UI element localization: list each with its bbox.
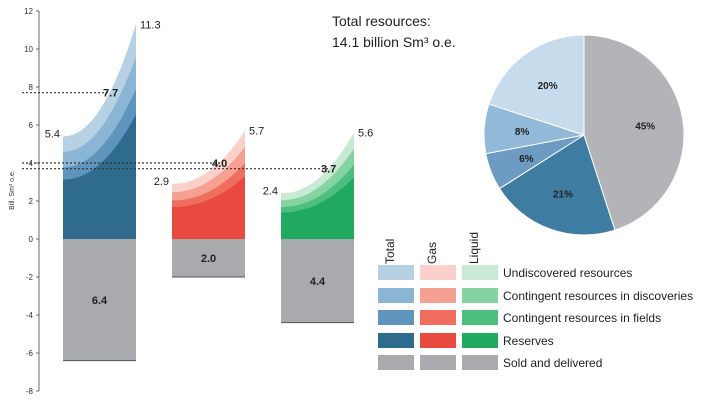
- pie-slice-label: 45%: [635, 121, 655, 132]
- reference-value-label: 3.7: [321, 164, 336, 176]
- sold-bar-liquid: [281, 239, 354, 323]
- start-value-label: 2.9: [154, 176, 169, 188]
- end-value-label: 11.3: [140, 19, 161, 31]
- y-tick-label: 10: [24, 45, 33, 54]
- sold-value-label: 4.4: [310, 276, 326, 288]
- legend-swatch: [378, 355, 414, 370]
- y-tick-label: -2: [26, 273, 34, 282]
- legend-swatch: [462, 265, 498, 280]
- pie-slice-label: 20%: [538, 81, 558, 92]
- area-layer-total-0: [63, 114, 136, 239]
- pie-slice: [488, 34, 585, 136]
- legend-label: Undiscovered resources: [503, 266, 632, 280]
- start-value-label: 2.4: [263, 185, 278, 197]
- sold-bar-gas: [172, 239, 245, 277]
- legend-swatch: [462, 333, 498, 348]
- pie-slice: [498, 134, 616, 236]
- pie-title-line2: 14.1 billion Sm³ o.e.: [332, 34, 456, 50]
- y-tick-label: 0: [29, 235, 34, 244]
- legend-swatch: [462, 310, 498, 325]
- area-layer-liquid-0: [281, 177, 354, 239]
- legend-label: Contingent resources in discoveries: [503, 289, 693, 303]
- legend-swatch: [420, 265, 456, 280]
- end-value-label: 5.7: [249, 126, 264, 138]
- sold-value-label: 2.0: [201, 253, 216, 265]
- start-value-label: 5.4: [45, 128, 60, 140]
- y-axis-label: Bill. Sm³ o.e.: [9, 170, 16, 210]
- pie-slice: [583, 34, 685, 231]
- reference-value-label: 4.0: [212, 158, 227, 170]
- legend-label: Contingent resources in fields: [503, 311, 661, 325]
- pie-slice-label: 6%: [519, 154, 534, 165]
- legend-label: Reserves: [503, 334, 554, 348]
- y-tick-label: 8: [29, 83, 34, 92]
- legend-swatch: [462, 288, 498, 303]
- legend-label: Sold and delivered: [503, 356, 602, 370]
- y-tick-label: 12: [24, 7, 33, 16]
- pie-title-line1: Total resources:: [332, 13, 431, 29]
- legend-swatch: [462, 355, 498, 370]
- legend-swatch: [420, 333, 456, 348]
- legend-column-header: Total: [383, 239, 397, 264]
- area-layer-gas-0: [172, 176, 245, 239]
- pie-slice-label: 21%: [553, 189, 573, 200]
- legend-swatch: [420, 310, 456, 325]
- y-tick-label: -8: [26, 387, 34, 396]
- y-tick-label: -6: [26, 349, 34, 358]
- pie-slice-label: 8%: [515, 127, 530, 138]
- sold-bar-total: [63, 239, 136, 361]
- legend-swatch: [378, 288, 414, 303]
- sold-value-label: 6.4: [92, 295, 108, 307]
- end-value-label: 5.6: [358, 128, 373, 140]
- y-tick-label: -4: [26, 311, 34, 320]
- reference-value-label: 7.7: [103, 88, 118, 100]
- y-tick-label: 6: [29, 121, 34, 130]
- legend-swatch: [378, 310, 414, 325]
- legend-column-header: Liquid: [467, 232, 481, 264]
- legend-swatch: [378, 333, 414, 348]
- y-tick-label: 2: [29, 197, 34, 206]
- legend-swatch: [378, 265, 414, 280]
- legend-swatch: [420, 288, 456, 303]
- legend-swatch: [420, 355, 456, 370]
- legend-column-header: Gas: [425, 242, 439, 264]
